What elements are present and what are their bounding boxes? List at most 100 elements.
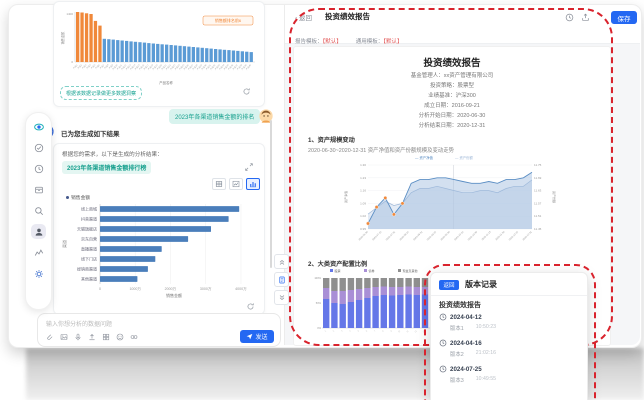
report-meta: 基金管理人：xx资产管理有限公司 投资策略：股票型 业绩基准：沪深300 成立日期：2… (294, 71, 610, 131)
input-icon-row (46, 333, 138, 341)
refresh-icon[interactable] (242, 87, 251, 96)
top-chart-card: 1400 0 销售金额 产品1 产品2 产品3 产品4 产品5 产品6 产品7 产品8 产品9 产品10… (53, 1, 265, 107)
history-icon[interactable] (565, 13, 574, 22)
version-label: 版本3 (450, 378, 464, 384)
mic-icon[interactable] (74, 333, 82, 341)
report-meta-line: 分析开始日期：2020-06-30 (418, 113, 486, 119)
send-button[interactable]: 发送 (240, 330, 274, 343)
svg-text:产品12: 产品12 (120, 62, 128, 70)
result-card: 根据您的需求，以下是生成的分析结果： 2023年各渠道销售金额排行榜 销售金额 … (53, 143, 265, 315)
svg-text:2020-08-31: 2020-08-31 (413, 230, 424, 241)
svg-text:其他渠道: 其他渠道 (81, 276, 97, 282)
svg-text:资产份额: 资产份额 (552, 191, 556, 203)
sidebar-item-app-logo[interactable] (31, 119, 46, 134)
sidebar-item-metrics[interactable] (31, 245, 46, 260)
chat-input[interactable]: 输入你想分析的数据问题 (46, 322, 113, 328)
svg-text:— 资产净值: — 资产净值 (415, 155, 434, 160)
left-sidebar (25, 112, 52, 310)
refresh-icon[interactable] (246, 302, 255, 311)
svg-text:产品15: 产品15 (133, 62, 141, 70)
svg-text:产品22: 产品22 (164, 62, 172, 70)
template-value[interactable]: 【默认】 (322, 39, 342, 45)
svg-text:天猫旗舰店: 天猫旗舰店 (77, 226, 97, 232)
version-entry[interactable]: 2024-07-25 版本3 10:49:55 (439, 365, 579, 384)
svg-text:产品14: 产品14 (129, 62, 137, 70)
svg-text:产品5: 产品5 (90, 62, 97, 69)
export-icon[interactable] (581, 13, 590, 22)
version-entry[interactable]: 2024-04-16 版本2 21:02:16 (439, 339, 579, 358)
collapse-up-button[interactable] (274, 254, 289, 269)
emoji-icon[interactable] (116, 333, 124, 341)
report-header: ‹ 返回 投资绩效报告 保存 报告模板：【默认】 通用模板：【默认】 (285, 5, 640, 45)
svg-text:产品2: 产品2 (76, 62, 83, 69)
legend-dot (66, 196, 69, 199)
svg-text:7: 7 (374, 330, 377, 333)
svg-text:产品24: 产品24 (173, 62, 181, 70)
section-1-desc: 2020-06-30~2020-12-31 资产净值和资产份额规模及变动走势 (308, 148, 455, 154)
svg-text:2000万: 2000万 (165, 287, 177, 291)
svg-text:抖音渠道: 抖音渠道 (81, 216, 97, 222)
version-back-button[interactable]: 返回 (439, 280, 459, 290)
clock-icon (34, 164, 44, 174)
template-label: 报告模板： (295, 39, 323, 45)
svg-text:4: 4 (349, 330, 352, 333)
svg-text:100%: 100% (314, 276, 321, 280)
svg-text:产品32: 产品32 (209, 62, 217, 70)
sidebar-item-new-analysis[interactable] (31, 140, 46, 155)
version-date: 2024-07-25 (450, 365, 482, 373)
table-view-button[interactable] (212, 178, 226, 190)
sidebar-item-history[interactable] (31, 161, 46, 176)
back-link[interactable]: ‹ 返回 (295, 15, 312, 22)
suggestion-chip[interactable]: 根据该数据记录做更多数据洞察 (60, 86, 143, 100)
svg-text:债券: 债券 (369, 268, 375, 273)
svg-text:11.57: 11.57 (534, 201, 542, 205)
bar-chart-button[interactable] (246, 178, 260, 190)
svg-text:产品13: 产品13 (124, 62, 132, 70)
svg-text:产品4: 产品4 (85, 62, 92, 69)
line-chart-button[interactable] (229, 178, 243, 190)
report-meta-line: 业绩基准：沪深300 (428, 93, 476, 99)
upload-icon[interactable] (88, 333, 96, 341)
image-icon[interactable] (60, 333, 68, 341)
clock-icon (439, 339, 447, 347)
svg-text:产品40: 产品40 (245, 62, 253, 70)
version-entry[interactable]: 2024-04-12 版本1 10:50:23 (439, 313, 579, 332)
template-value[interactable]: 【默认】 (383, 39, 403, 45)
svg-text:0: 0 (71, 60, 73, 64)
attachment-icon[interactable] (46, 333, 54, 341)
svg-text:4000万: 4000万 (235, 287, 247, 291)
svg-text:2020-09-30: 2020-09-30 (440, 230, 451, 241)
collapse-down-button[interactable] (274, 290, 289, 305)
expand-icon[interactable] (244, 162, 254, 172)
bar-chart-icon (249, 180, 257, 188)
svg-text:11.69: 11.69 (534, 176, 542, 180)
svg-text:— 资产份额: — 资产份额 (455, 155, 474, 160)
svg-text:0.95: 0.95 (360, 227, 366, 231)
version-doc-title: 投资绩效报告 (439, 302, 481, 309)
document-icon (278, 276, 286, 284)
svg-text:产品6: 产品6 (94, 62, 101, 69)
sidebar-item-search[interactable] (31, 203, 46, 218)
sidebar-item-settings[interactable] (31, 266, 46, 281)
svg-text:销售金额: 销售金额 (166, 292, 182, 298)
send-icon (246, 333, 253, 340)
svg-text:1.09: 1.09 (360, 201, 366, 205)
user-avatar (259, 109, 273, 123)
version-date: 2024-04-16 (450, 339, 482, 347)
legend-label: 销售金额 (71, 196, 91, 201)
apps-icon[interactable] (102, 333, 110, 341)
chat-scrollbar[interactable] (270, 120, 272, 268)
report-title: 投资绩效报告 (423, 58, 481, 69)
sidebar-item-datasets[interactable] (31, 182, 46, 197)
link-icon[interactable] (130, 333, 138, 341)
svg-text:1.02: 1.02 (360, 214, 366, 218)
version-history-title: 版本记录 (465, 280, 497, 289)
save-button[interactable]: 保存 (611, 11, 637, 24)
svg-text:产品19: 产品19 (151, 62, 159, 70)
svg-text:产品名称: 产品名称 (159, 80, 173, 85)
report-toggle-button[interactable] (274, 272, 289, 287)
svg-text:2020-06-30: 2020-06-30 (358, 230, 369, 241)
sidebar-item-profile[interactable] (31, 224, 46, 239)
svg-text:0: 0 (99, 287, 101, 291)
